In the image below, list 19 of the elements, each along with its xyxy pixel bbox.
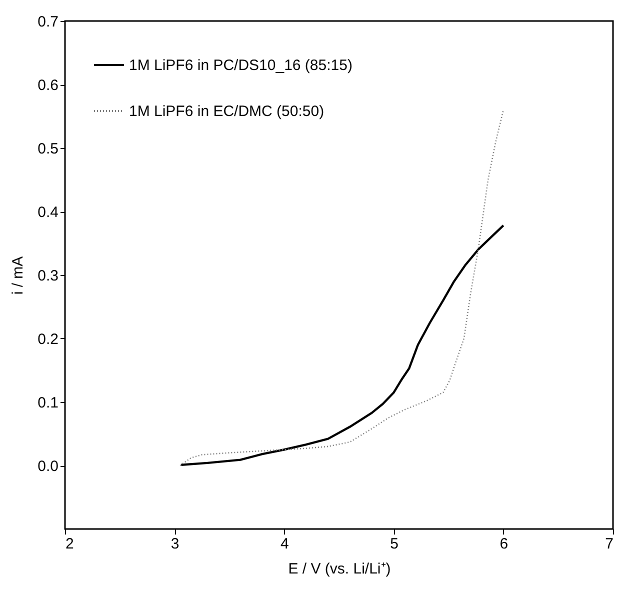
y-tick-label: 0.6	[38, 77, 58, 94]
y-tick-label: 0.4	[38, 204, 58, 221]
x-tick-label: 5	[390, 536, 398, 552]
x-tick-label: 4	[280, 536, 289, 552]
x-tick-label: 2	[66, 536, 74, 552]
x-tick-label: 6	[500, 536, 508, 552]
y-tick-label: 0.7	[38, 14, 58, 30]
y-tick-label: 0.5	[38, 140, 58, 158]
y-tick-label: 0.2	[38, 331, 58, 348]
legend-label: 1M LiPF6 in EC/DMC (50:50)	[129, 103, 324, 120]
y-axis-title: i / mA	[10, 256, 27, 295]
y-tick-label: 0.0	[38, 458, 58, 475]
line-series	[180, 224, 504, 466]
x-tick-label: 3	[170, 536, 180, 552]
y-tick-label: 0.3	[38, 268, 58, 284]
legend-label: 1M LiPF6 in PC/DS10_16 (85:15)	[129, 57, 352, 74]
x-tick-label: 7	[605, 536, 614, 552]
y-tick-label: 0.1	[38, 394, 58, 412]
x-axis-title: E / V (vs. Li/Li⁺)	[288, 560, 391, 578]
